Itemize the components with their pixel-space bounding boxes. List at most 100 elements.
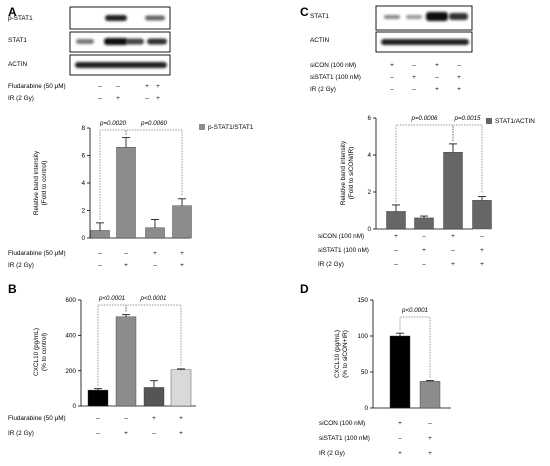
legend-swatch [486, 118, 492, 124]
y-tick-label: 0 [364, 405, 368, 412]
blot-c-sign: – [412, 86, 416, 93]
bar-2 [414, 217, 434, 230]
blot-a-sign: + [116, 95, 120, 102]
blot-c-sign: – [457, 62, 461, 69]
condition-sign: + [398, 420, 402, 427]
legend-label: STAT1/ACTIN [495, 118, 535, 125]
condition-row-label: IR (2 Gy) [318, 261, 344, 268]
blot-a-sign: – [98, 83, 102, 90]
bar-4 [172, 205, 192, 239]
bar-4 [472, 200, 492, 230]
condition-sign: – [96, 415, 100, 422]
bar-1 [386, 211, 406, 230]
bar-2 [419, 381, 441, 409]
y-tick-label: 100 [357, 333, 368, 340]
western-blot-a: p-STAT1 STAT1 ACTIN [8, 6, 171, 76]
condition-sign: + [179, 430, 183, 437]
condition-row-label: IR (2 Gy) [319, 450, 345, 457]
condition-sign: + [428, 450, 432, 457]
y-tick-label: 200 [65, 368, 76, 375]
legend-label: p-STAT1/STAT1 [208, 124, 254, 131]
blot-c-sign: + [457, 74, 461, 81]
condition-row-label: siSTAT1 (100 nM) [319, 435, 370, 442]
bar-3 [145, 227, 165, 239]
condition-sign: – [398, 435, 402, 442]
panel-label-b: B [8, 282, 17, 296]
condition-sign: + [124, 262, 128, 269]
blot-a-sign: + [156, 95, 160, 102]
condition-sign: – [152, 430, 156, 437]
p-value-label: p<0.0001 [140, 295, 167, 302]
condition-sign: + [451, 233, 455, 240]
condition-sign: – [422, 261, 426, 268]
blot-c-row-label: IR (2 Gy) [310, 86, 336, 93]
blot-a-sign: – [145, 95, 149, 102]
blot-label-pstat1: p-STAT1 [8, 15, 33, 22]
y-tick-label: 600 [65, 297, 76, 304]
blot-a-row-label: Fludarabine (50 μM) [8, 83, 66, 90]
p-value-label: p<0.0001 [98, 295, 125, 302]
p-value-label: p=0.0020 [99, 120, 127, 127]
condition-row-label: IR (2 Gy) [8, 430, 34, 437]
blot-c-row-label: siSTAT1 (100 nM) [310, 74, 361, 81]
bar-1 [87, 389, 109, 407]
p-value-label: p=0.0015 [454, 115, 482, 122]
chart-b: 0 200 400 600 CXCL10 (pg/mL)(% to control) p<… [8, 295, 196, 437]
bar-2 [115, 316, 137, 407]
condition-sign: – [480, 233, 484, 240]
bar-1 [389, 335, 411, 409]
y-tick-label: 0 [81, 235, 85, 242]
y-tick-label: 2 [81, 208, 85, 215]
bar-2 [116, 147, 136, 239]
condition-sign: – [124, 415, 128, 422]
chart-a: 0 2 4 6 8 Relative band intensity(Fold to con… [8, 120, 254, 269]
treatment-table-blot-a: Fludarabine (50 μM) – – + +IR (2 Gy) – + – + [8, 83, 160, 102]
legend-swatch [199, 124, 205, 130]
p-value-label: p=0.0060 [140, 120, 168, 127]
panel-label-c: C [300, 5, 309, 19]
condition-sign: – [394, 247, 398, 254]
blot-a-sign: + [156, 83, 160, 90]
blot-c-sign: – [412, 62, 416, 69]
significance-bracket [395, 124, 454, 202]
condition-sign: + [422, 247, 426, 254]
y-tick-label: 50 [361, 369, 369, 376]
significance-bracket [99, 129, 127, 220]
condition-sign: + [153, 250, 157, 257]
condition-sign: – [451, 247, 455, 254]
y-tick-label: 6 [367, 115, 371, 122]
blot-c-sign: + [390, 62, 394, 69]
bar-3 [443, 152, 463, 230]
chart-d: 0 50 100 150 CXCL10 (pg/mL)(% to siCON+IR) p<… [319, 297, 451, 457]
y-tick-label: 6 [81, 153, 85, 160]
condition-sign: – [422, 233, 426, 240]
y-tick-label: 4 [367, 152, 371, 159]
condition-sign: + [398, 450, 402, 457]
condition-sign: + [179, 415, 183, 422]
condition-sign: + [480, 261, 484, 268]
condition-sign: + [180, 250, 184, 257]
y-tick-label: 0 [367, 226, 371, 233]
blot-label-actin-a: ACTIN [8, 61, 28, 68]
condition-sign: – [124, 250, 128, 257]
condition-sign: + [428, 435, 432, 442]
bar-4 [170, 369, 192, 407]
condition-sign: – [394, 261, 398, 268]
significance-bracket [125, 304, 182, 366]
condition-row-label: siCON (100 nM) [318, 233, 364, 240]
blot-c-sign: + [435, 62, 439, 69]
blot-c-sign: – [435, 74, 439, 81]
western-blot-c: STAT1 ACTIN [310, 5, 473, 53]
condition-sign: – [153, 262, 157, 269]
panel-label-d: D [300, 282, 309, 296]
y-tick-label: 400 [65, 333, 76, 340]
blot-label-actin-c: ACTIN [310, 37, 330, 44]
condition-sign: + [152, 415, 156, 422]
y-axis-label: CXCL10 (pg/mL)(% to control) [33, 328, 48, 376]
condition-sign: + [124, 430, 128, 437]
condition-row-label: Fludarabine (50 μM) [8, 250, 66, 257]
bar-3 [143, 387, 165, 407]
condition-sign: – [98, 250, 102, 257]
blot-c-sign: – [390, 86, 394, 93]
